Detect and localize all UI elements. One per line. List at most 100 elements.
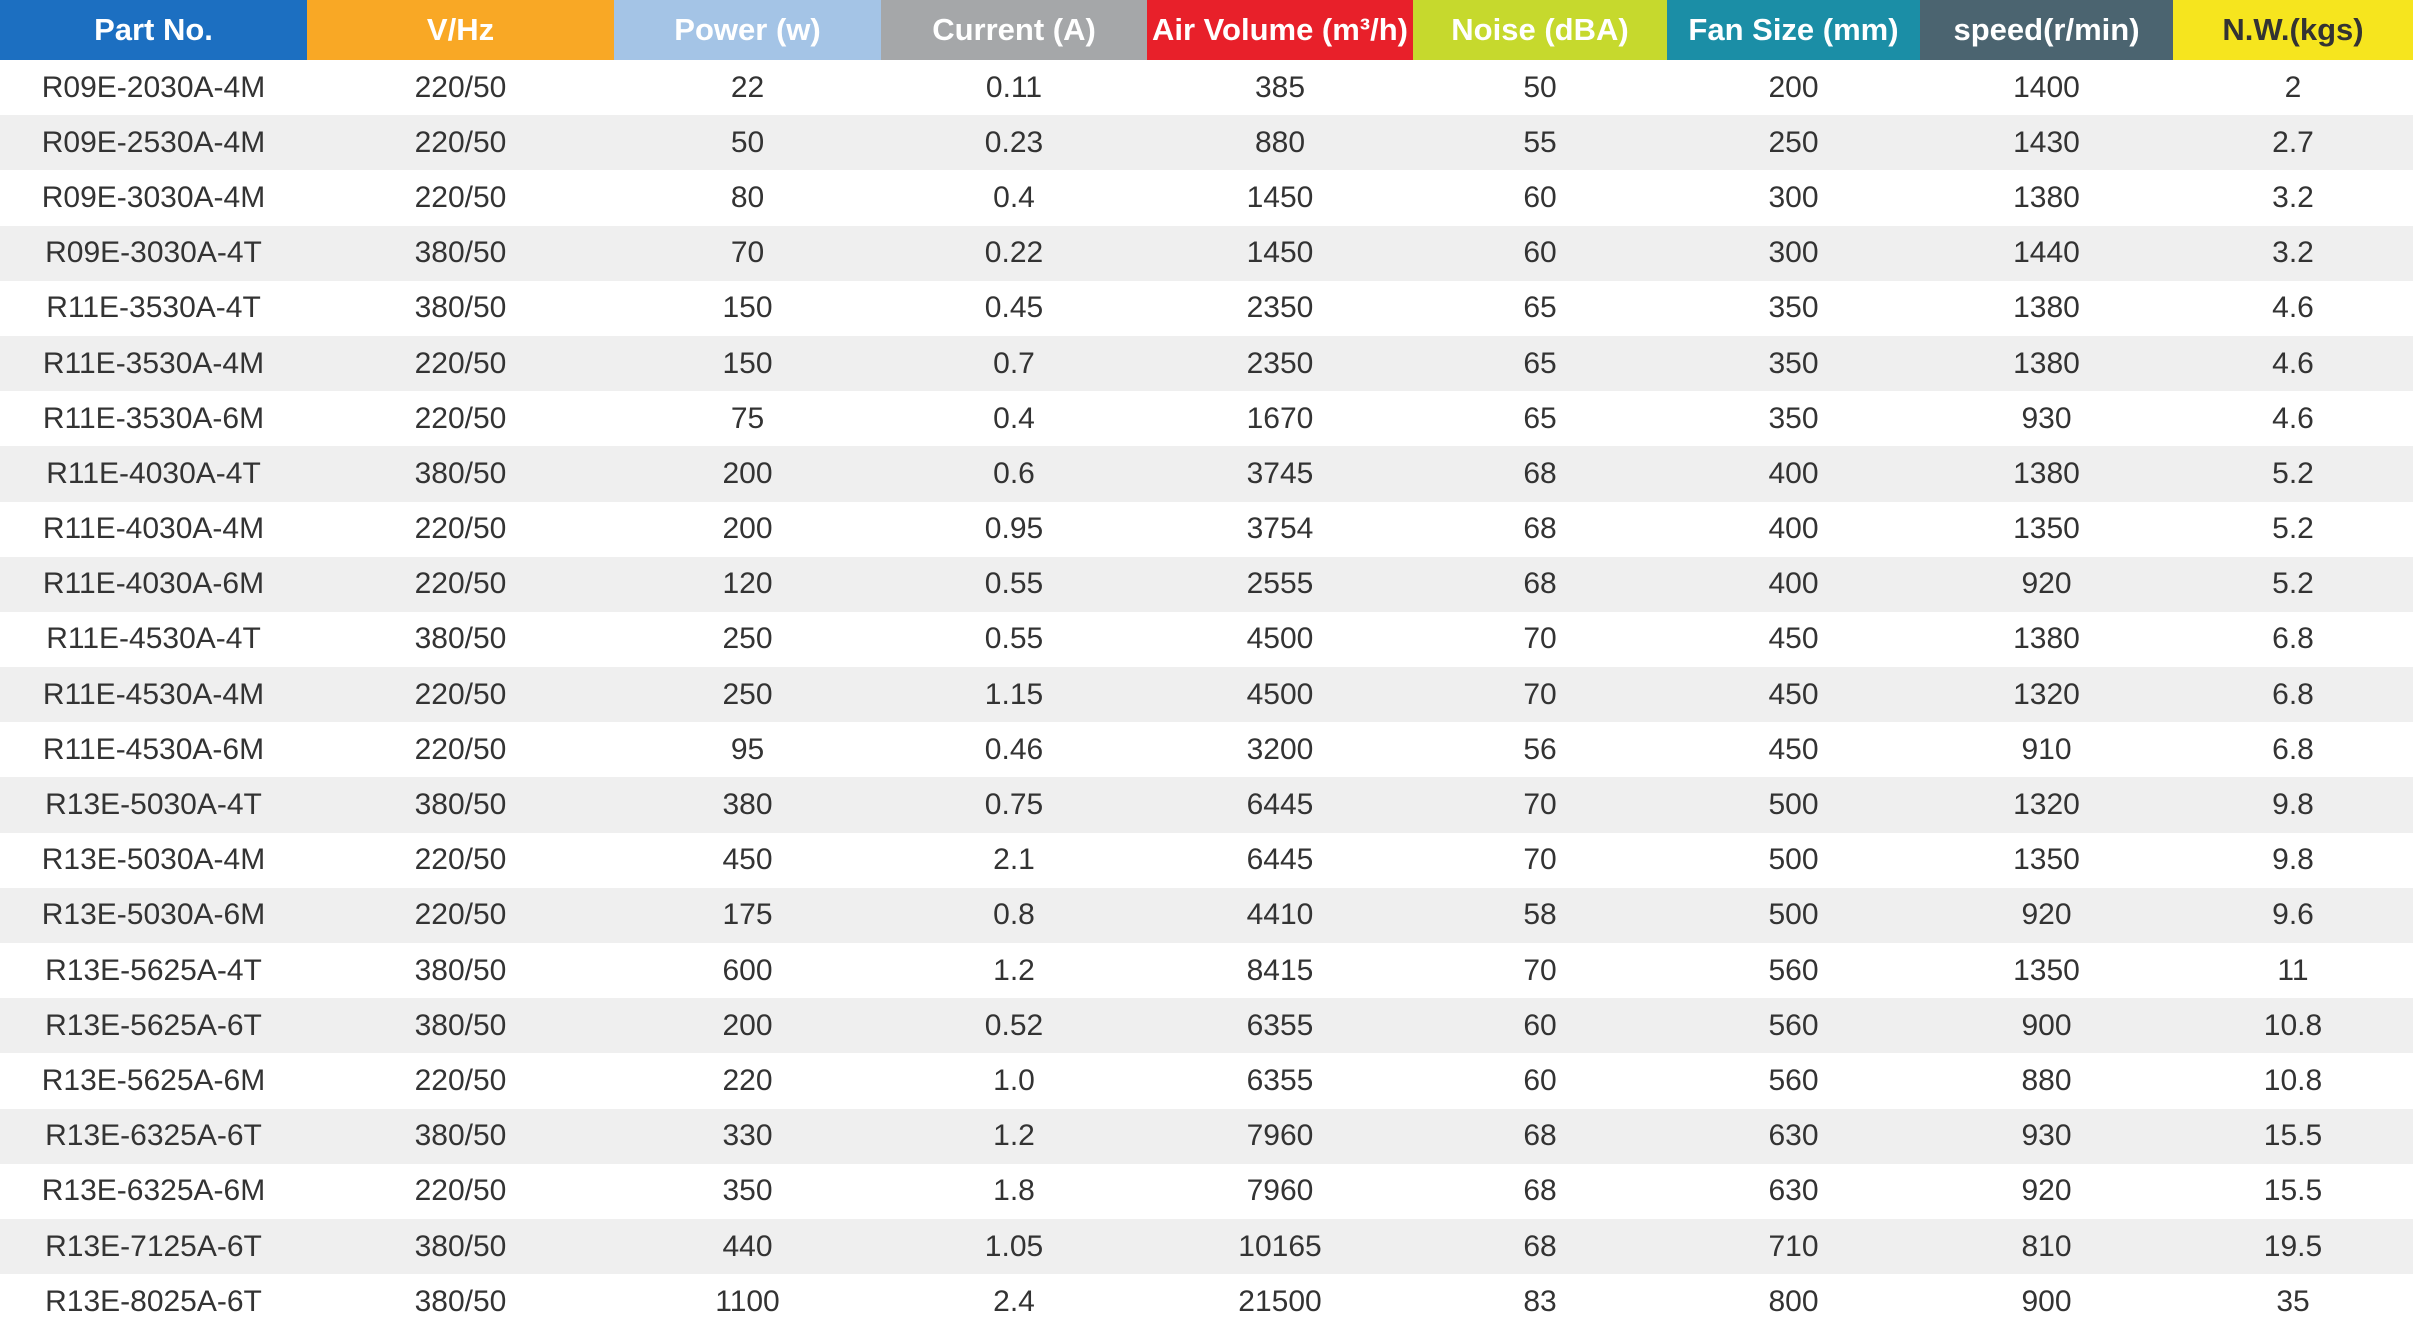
cell-fan-size: 300 bbox=[1667, 170, 1920, 226]
table-row: R11E-3530A-4M 220/50 150 0.7 2350 65 350 1380 4.… bbox=[0, 335, 2413, 392]
cell-part-no: R11E-3530A-4M bbox=[0, 335, 307, 392]
cell-fan-size: 400 bbox=[1667, 501, 1920, 557]
cell-speed: 920 bbox=[1920, 887, 2173, 943]
cell-air-volume: 6355 bbox=[1147, 1053, 1413, 1109]
cell-v-hz: 220/50 bbox=[307, 501, 614, 557]
cell-v-hz: 380/50 bbox=[307, 943, 614, 999]
cell-net-weight: 11 bbox=[2173, 943, 2413, 999]
cell-power: 120 bbox=[614, 556, 881, 612]
cell-net-weight: 4.6 bbox=[2173, 335, 2413, 392]
cell-air-volume: 3745 bbox=[1147, 446, 1413, 502]
cell-current: 0.11 bbox=[881, 60, 1147, 116]
cell-part-no: R13E-5030A-4T bbox=[0, 777, 307, 833]
cell-part-no: R11E-4030A-6M bbox=[0, 556, 307, 612]
cell-air-volume: 7960 bbox=[1147, 1108, 1413, 1164]
cell-fan-size: 350 bbox=[1667, 391, 1920, 447]
column-header-fan-size: Fan Size (mm) bbox=[1667, 0, 1920, 60]
cell-noise: 60 bbox=[1413, 225, 1667, 281]
cell-speed: 1400 bbox=[1920, 60, 2173, 116]
cell-net-weight: 9.6 bbox=[2173, 887, 2413, 943]
cell-speed: 1440 bbox=[1920, 225, 2173, 281]
cell-part-no: R13E-8025A-6T bbox=[0, 1274, 307, 1329]
cell-v-hz: 220/50 bbox=[307, 667, 614, 723]
cell-part-no: R13E-5625A-4T bbox=[0, 943, 307, 999]
cell-net-weight: 4.6 bbox=[2173, 391, 2413, 447]
cell-part-no: R13E-5625A-6M bbox=[0, 1053, 307, 1109]
cell-current: 0.75 bbox=[881, 777, 1147, 833]
cell-speed: 1350 bbox=[1920, 832, 2173, 888]
cell-current: 1.05 bbox=[881, 1218, 1147, 1275]
cell-net-weight: 5.2 bbox=[2173, 446, 2413, 502]
table-row: R09E-2030A-4M 220/50 22 0.11 385 50 200 1400 2 bbox=[0, 60, 2413, 116]
cell-net-weight: 3.2 bbox=[2173, 170, 2413, 226]
cell-speed: 1350 bbox=[1920, 943, 2173, 999]
cell-v-hz: 380/50 bbox=[307, 446, 614, 502]
cell-power: 200 bbox=[614, 501, 881, 557]
cell-fan-size: 630 bbox=[1667, 1163, 1920, 1219]
cell-v-hz: 220/50 bbox=[307, 391, 614, 447]
cell-air-volume: 4500 bbox=[1147, 667, 1413, 723]
table-row: R09E-3030A-4T 380/50 70 0.22 1450 60 300 1440 3.… bbox=[0, 225, 2413, 281]
table-row: R13E-8025A-6T 380/50 1100 2.4 21500 83 800 900 3… bbox=[0, 1274, 2413, 1329]
cell-net-weight: 15.5 bbox=[2173, 1108, 2413, 1164]
cell-current: 2.1 bbox=[881, 832, 1147, 888]
cell-current: 0.4 bbox=[881, 170, 1147, 226]
cell-current: 1.15 bbox=[881, 667, 1147, 723]
cell-fan-size: 250 bbox=[1667, 115, 1920, 171]
cell-fan-size: 560 bbox=[1667, 943, 1920, 999]
cell-speed: 920 bbox=[1920, 556, 2173, 612]
cell-current: 0.95 bbox=[881, 501, 1147, 557]
cell-power: 250 bbox=[614, 667, 881, 723]
cell-speed: 900 bbox=[1920, 1274, 2173, 1329]
cell-fan-size: 710 bbox=[1667, 1218, 1920, 1275]
cell-air-volume: 385 bbox=[1147, 60, 1413, 116]
cell-noise: 55 bbox=[1413, 115, 1667, 171]
cell-noise: 65 bbox=[1413, 335, 1667, 392]
column-header-current: Current (A) bbox=[881, 0, 1147, 60]
cell-part-no: R09E-2530A-4M bbox=[0, 115, 307, 171]
cell-noise: 65 bbox=[1413, 280, 1667, 336]
cell-air-volume: 6445 bbox=[1147, 832, 1413, 888]
table-row: R13E-5625A-4T 380/50 600 1.2 8415 70 560 1350 11 bbox=[0, 943, 2413, 999]
cell-part-no: R13E-6325A-6T bbox=[0, 1108, 307, 1164]
cell-part-no: R11E-4530A-6M bbox=[0, 722, 307, 778]
table-row: R11E-3530A-4T 380/50 150 0.45 2350 65 350 1380 4… bbox=[0, 280, 2413, 336]
cell-v-hz: 220/50 bbox=[307, 1163, 614, 1219]
cell-part-no: R11E-4030A-4T bbox=[0, 446, 307, 502]
cell-power: 380 bbox=[614, 777, 881, 833]
cell-noise: 68 bbox=[1413, 1108, 1667, 1164]
cell-air-volume: 4500 bbox=[1147, 611, 1413, 668]
cell-current: 0.55 bbox=[881, 556, 1147, 612]
cell-speed: 920 bbox=[1920, 1163, 2173, 1219]
column-header-noise: Noise (dBA) bbox=[1413, 0, 1667, 60]
cell-fan-size: 350 bbox=[1667, 335, 1920, 392]
cell-current: 2.4 bbox=[881, 1274, 1147, 1329]
cell-noise: 68 bbox=[1413, 501, 1667, 557]
table-row: R13E-5625A-6M 220/50 220 1.0 6355 60 560 880 10.… bbox=[0, 1053, 2413, 1109]
cell-air-volume: 1450 bbox=[1147, 225, 1413, 281]
cell-speed: 1350 bbox=[1920, 501, 2173, 557]
cell-part-no: R13E-5625A-6T bbox=[0, 998, 307, 1054]
column-header-power: Power (w) bbox=[614, 0, 881, 60]
cell-noise: 83 bbox=[1413, 1274, 1667, 1329]
cell-speed: 910 bbox=[1920, 722, 2173, 778]
cell-power: 250 bbox=[614, 611, 881, 668]
cell-v-hz: 220/50 bbox=[307, 556, 614, 612]
cell-power: 50 bbox=[614, 115, 881, 171]
cell-power: 200 bbox=[614, 446, 881, 502]
cell-power: 22 bbox=[614, 60, 881, 116]
cell-speed: 1380 bbox=[1920, 611, 2173, 668]
table-row: R13E-5030A-4M 220/50 450 2.1 6445 70 500 1350 9.… bbox=[0, 832, 2413, 888]
cell-air-volume: 1670 bbox=[1147, 391, 1413, 447]
cell-fan-size: 500 bbox=[1667, 832, 1920, 888]
cell-current: 0.6 bbox=[881, 446, 1147, 502]
cell-air-volume: 8415 bbox=[1147, 943, 1413, 999]
cell-net-weight: 15.5 bbox=[2173, 1163, 2413, 1219]
cell-fan-size: 400 bbox=[1667, 446, 1920, 502]
cell-fan-size: 500 bbox=[1667, 777, 1920, 833]
cell-fan-size: 630 bbox=[1667, 1108, 1920, 1164]
cell-v-hz: 380/50 bbox=[307, 611, 614, 668]
cell-fan-size: 560 bbox=[1667, 1053, 1920, 1109]
cell-air-volume: 6355 bbox=[1147, 998, 1413, 1054]
cell-current: 0.4 bbox=[881, 391, 1147, 447]
